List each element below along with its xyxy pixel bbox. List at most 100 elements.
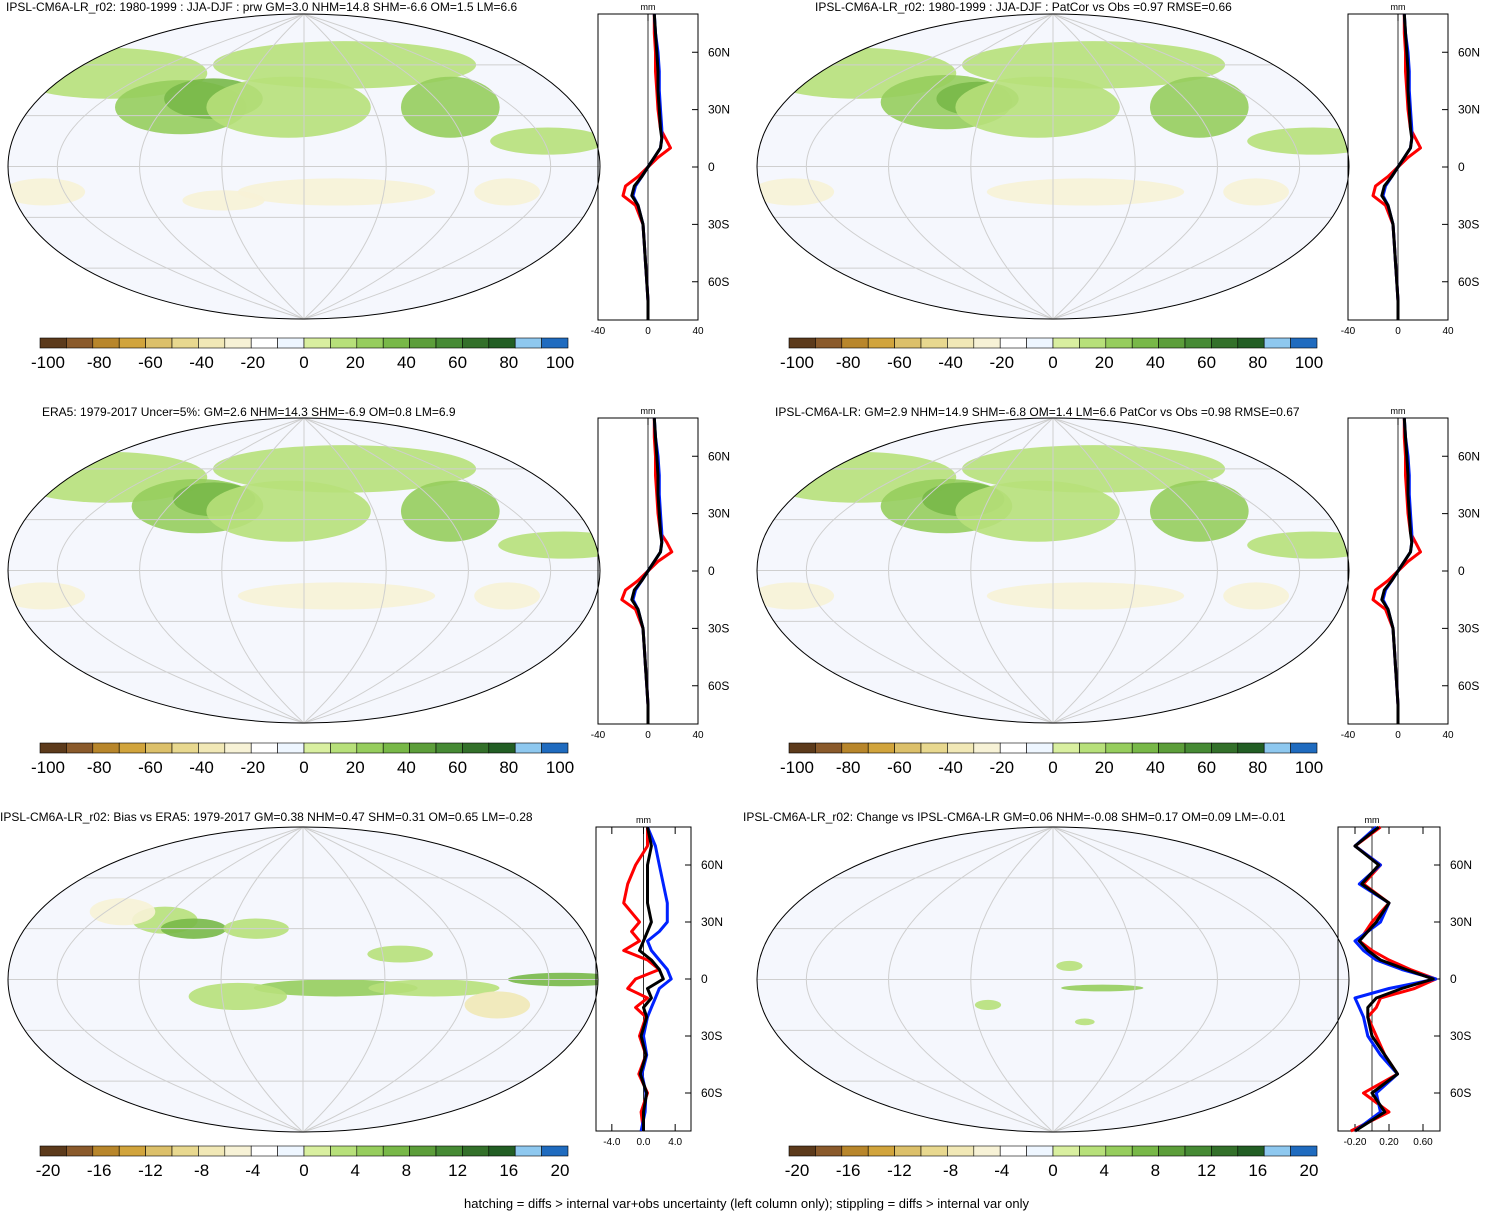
graticule-meridian — [303, 14, 469, 319]
shading-patch — [974, 999, 1002, 1011]
colorbar-tick-label: 40 — [397, 758, 416, 777]
colorbar-swatch — [867, 337, 895, 349]
colorbar-swatch — [894, 337, 922, 349]
graticule-meridian — [970, 827, 1054, 1132]
colorbar-swatch — [1290, 337, 1318, 349]
shading-patch — [955, 76, 1120, 138]
graticule-meridian — [302, 827, 550, 1132]
graticule-meridian — [302, 827, 468, 1132]
colorbar-swatch — [894, 1145, 922, 1157]
graticule-meridian — [1052, 827, 1218, 1132]
graticule-meridian — [806, 827, 1054, 1132]
profile-lat-label: 60S — [701, 1086, 722, 1100]
colorbar-swatch — [1052, 1145, 1080, 1157]
profile-unit-label: mm — [1391, 406, 1406, 416]
shading-patch — [9, 47, 208, 99]
map-outline — [7, 13, 601, 320]
map — [8, 827, 598, 1132]
profile-line-red — [1371, 14, 1422, 320]
shading-patch — [212, 445, 477, 493]
colorbar-swatch — [92, 337, 120, 349]
profile-lat-label: 0 — [1450, 972, 1457, 986]
colorbar-swatch — [250, 1145, 278, 1157]
colorbar-swatch — [514, 1145, 542, 1157]
colorbar-swatch — [39, 742, 67, 754]
graticule-meridian — [303, 14, 387, 319]
colorbar-swatch — [1026, 337, 1054, 349]
colorbar-swatch — [435, 742, 463, 754]
shading-patch — [757, 582, 835, 610]
colorbar-swatch — [277, 1145, 305, 1157]
colorbar-tick-label: 0 — [299, 353, 308, 372]
profile-lat-label: 60N — [708, 45, 730, 59]
colorbar-tick-label: 20 — [346, 353, 365, 372]
colorbar-swatch — [1026, 1145, 1054, 1157]
shading-patch — [237, 178, 436, 206]
colorbar-swatch — [514, 742, 542, 754]
map — [757, 418, 1349, 723]
shading-patch — [182, 190, 265, 211]
map-background — [8, 14, 600, 319]
graticule-meridian — [888, 14, 1054, 319]
shading-patch — [368, 979, 500, 997]
colorbar-swatch — [435, 337, 463, 349]
colorbar: -100 -80 -60 -40 -20 0 20 40 60 80 100 — [780, 742, 1323, 777]
profile-lat-label: 60N — [708, 449, 730, 463]
profile-lat-label: 0 — [708, 564, 715, 578]
zonal-profile: -40 0 40 mm 60N 30N 0 30S 60S — [591, 406, 730, 741]
colorbar-swatch — [66, 742, 94, 754]
colorbar-swatch — [250, 742, 278, 754]
profile-unit-label: mm — [641, 406, 656, 416]
panel-title: IPSL-CM6A-LR_r02: Change vs IPSL-CM6A-LR… — [743, 810, 1286, 824]
colorbar-swatch — [118, 337, 146, 349]
graticule-meridian — [221, 418, 305, 723]
colorbar-swatch — [973, 742, 1001, 754]
colorbar-swatch — [1237, 337, 1265, 349]
map-outline — [756, 417, 1350, 724]
graticule-meridian — [221, 14, 305, 319]
colorbar-tick-label: -8 — [194, 1161, 209, 1180]
colorbar-tick-label: -20 — [241, 353, 266, 372]
profile-lat-label: 60N — [701, 858, 723, 872]
profile-line-black — [1380, 417, 1414, 724]
map — [8, 14, 600, 319]
colorbar-swatch — [462, 1145, 490, 1157]
colorbar-swatch — [1263, 337, 1291, 349]
graticule-meridian — [1052, 827, 1300, 1132]
colorbar-tick-label: 12 — [1197, 1161, 1216, 1180]
colorbar-tick-label: -20 — [990, 353, 1015, 372]
profile-unit-label: mm — [636, 815, 651, 825]
shading-patch — [400, 480, 500, 542]
colorbar-swatch — [66, 337, 94, 349]
graticule-meridian — [56, 827, 304, 1132]
colorbar-tick-label: 4 — [350, 1161, 359, 1180]
shading-patch — [164, 78, 263, 120]
profile-lat-label: 30N — [708, 103, 730, 117]
graticule-meridian — [1052, 418, 1218, 723]
profile-x-tick-label: 0.20 — [1379, 1137, 1399, 1148]
profile-line-black — [630, 13, 664, 320]
profile-line-blue — [1353, 825, 1438, 1133]
profile-lat-label: 30S — [1458, 621, 1479, 635]
colorbar-tick-label: 16 — [1248, 1161, 1267, 1180]
shading-patch — [89, 898, 156, 926]
profile-line-blue — [639, 826, 673, 1132]
profile-x-tick-label: 0.60 — [1413, 1137, 1433, 1148]
profile-x-tick-label: 40 — [692, 326, 704, 337]
profile-line-black — [1380, 13, 1414, 320]
shading-patch — [367, 945, 433, 963]
profile-lat-label: 30S — [1450, 1029, 1471, 1043]
shading-patch — [1061, 984, 1144, 992]
profile-lat-label: 60S — [708, 275, 729, 289]
graticule-meridian — [1052, 827, 1136, 1132]
shading-patch — [758, 47, 957, 99]
colorbar: -100 -80 -60 -40 -20 0 20 40 60 80 100 — [780, 337, 1323, 372]
colorbar-swatch — [947, 1145, 975, 1157]
profile-unit-label: mm — [641, 2, 656, 12]
shading-patch — [237, 582, 436, 610]
colorbar-swatch — [841, 1145, 869, 1157]
colorbar-swatch — [920, 1145, 948, 1157]
zonal-profile: -0.20 0.20 0.60 mm 60N 30N 0 30S 60S — [1337, 815, 1472, 1148]
profile-lat-label: 30S — [701, 1029, 722, 1043]
